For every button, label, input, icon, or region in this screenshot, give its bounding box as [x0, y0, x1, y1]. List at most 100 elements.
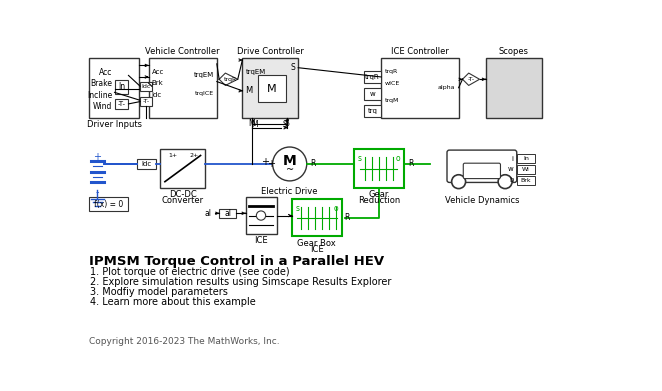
Text: i: i: [512, 156, 514, 161]
Text: R: R: [345, 213, 350, 222]
Text: S: S: [283, 120, 287, 129]
Bar: [517, 165, 536, 174]
Bar: [115, 99, 128, 109]
Bar: [219, 209, 236, 218]
Text: -T-: -T-: [142, 99, 150, 104]
Text: Copyright 2016-2023 The MathWorks, Inc.: Copyright 2016-2023 The MathWorks, Inc.: [89, 337, 279, 346]
Text: w: w: [369, 91, 375, 97]
Text: Gear: Gear: [369, 190, 389, 199]
Text: S: S: [285, 119, 290, 128]
Text: +: +: [261, 157, 269, 167]
Text: IPMSM Torque Control in a Parallel HEV: IPMSM Torque Control in a Parallel HEV: [89, 255, 384, 268]
Text: Idc: Idc: [141, 161, 152, 167]
Text: Acc: Acc: [99, 68, 112, 77]
Text: DC-DC: DC-DC: [169, 190, 197, 199]
Text: Driver Inputs: Driver Inputs: [87, 120, 142, 129]
Bar: [246, 197, 277, 234]
Text: 1+: 1+: [168, 153, 177, 158]
Bar: [89, 59, 139, 118]
Text: trqR: trqR: [385, 69, 399, 74]
Text: Reduction: Reduction: [357, 196, 400, 205]
Text: trqR: trqR: [365, 74, 380, 80]
Bar: [140, 82, 152, 91]
Text: b: b: [509, 177, 514, 183]
Text: -T-: -T-: [117, 101, 126, 107]
Bar: [115, 80, 128, 94]
Bar: [160, 149, 205, 188]
Text: Vehicle Controller: Vehicle Controller: [146, 47, 220, 56]
Text: s: s: [295, 204, 299, 213]
Text: +: +: [93, 152, 101, 162]
Bar: [517, 154, 536, 163]
Text: ICE: ICE: [310, 245, 324, 254]
Text: al: al: [224, 209, 231, 218]
Text: -T-: -T-: [467, 77, 475, 82]
Bar: [517, 176, 536, 185]
Text: o: o: [396, 154, 401, 163]
Text: ~: ~: [285, 165, 294, 175]
Text: o: o: [334, 204, 338, 213]
Bar: [89, 197, 128, 211]
Text: Acc: Acc: [152, 68, 164, 75]
Text: M: M: [283, 154, 297, 168]
Text: 1. Plot torque of electric drive (see code): 1. Plot torque of electric drive (see co…: [91, 267, 290, 277]
Text: f(x) = 0: f(x) = 0: [94, 199, 123, 208]
Bar: [292, 199, 342, 236]
Bar: [137, 159, 156, 169]
Text: ICE Controller: ICE Controller: [391, 47, 449, 56]
Text: Brk: Brk: [521, 178, 532, 183]
Text: Converter: Converter: [162, 196, 204, 205]
Text: 2+: 2+: [190, 153, 199, 158]
Bar: [258, 75, 286, 102]
Text: In: In: [118, 83, 125, 91]
Text: al: al: [205, 209, 212, 218]
Text: alpha: alpha: [438, 85, 455, 90]
Text: s: s: [357, 154, 361, 163]
Text: In: In: [523, 156, 529, 161]
Bar: [242, 59, 298, 118]
Text: 4. Learn more about this example: 4. Learn more about this example: [91, 297, 256, 307]
Text: R: R: [408, 160, 414, 169]
Text: Idc: Idc: [141, 84, 150, 89]
Text: trqEM: trqEM: [193, 72, 214, 79]
Text: trqR: trqR: [223, 77, 236, 82]
Bar: [364, 71, 381, 83]
Text: ICE: ICE: [254, 236, 268, 245]
Text: 2. Explore simulation results using Simscape Results Explorer: 2. Explore simulation results using Sims…: [91, 277, 392, 287]
Text: Incline: Incline: [87, 91, 112, 100]
Bar: [149, 59, 217, 118]
Bar: [364, 88, 381, 100]
Text: M: M: [252, 120, 258, 129]
Circle shape: [273, 147, 307, 181]
Text: Electric Drive: Electric Drive: [261, 187, 318, 196]
Text: w: w: [508, 166, 514, 172]
Text: Brake: Brake: [90, 79, 112, 88]
Text: wICE: wICE: [385, 81, 401, 86]
Bar: [140, 97, 152, 106]
Bar: [486, 59, 542, 118]
Bar: [354, 149, 404, 188]
Bar: [364, 105, 381, 117]
Text: Gear Box: Gear Box: [297, 239, 336, 248]
Text: M: M: [246, 86, 253, 95]
Text: -: -: [96, 187, 99, 197]
Text: trqM: trqM: [385, 97, 399, 102]
Text: M: M: [248, 119, 255, 128]
Text: Idc: Idc: [152, 91, 162, 98]
Circle shape: [451, 175, 465, 188]
Text: 3. Modfiy model parameters: 3. Modfiy model parameters: [91, 287, 228, 297]
Text: Brk: Brk: [152, 80, 164, 86]
Circle shape: [498, 175, 512, 188]
Text: Scopes: Scopes: [498, 47, 529, 56]
Text: S: S: [291, 63, 295, 72]
Text: Wi: Wi: [522, 167, 530, 172]
FancyBboxPatch shape: [447, 150, 517, 183]
Text: Drive Controller: Drive Controller: [237, 47, 304, 56]
Bar: [381, 59, 459, 118]
FancyBboxPatch shape: [463, 163, 500, 179]
Polygon shape: [463, 73, 479, 85]
Text: Wind: Wind: [93, 102, 112, 111]
Text: R: R: [310, 160, 315, 169]
Text: trqEM: trqEM: [246, 68, 265, 75]
Text: trq: trq: [367, 108, 377, 114]
